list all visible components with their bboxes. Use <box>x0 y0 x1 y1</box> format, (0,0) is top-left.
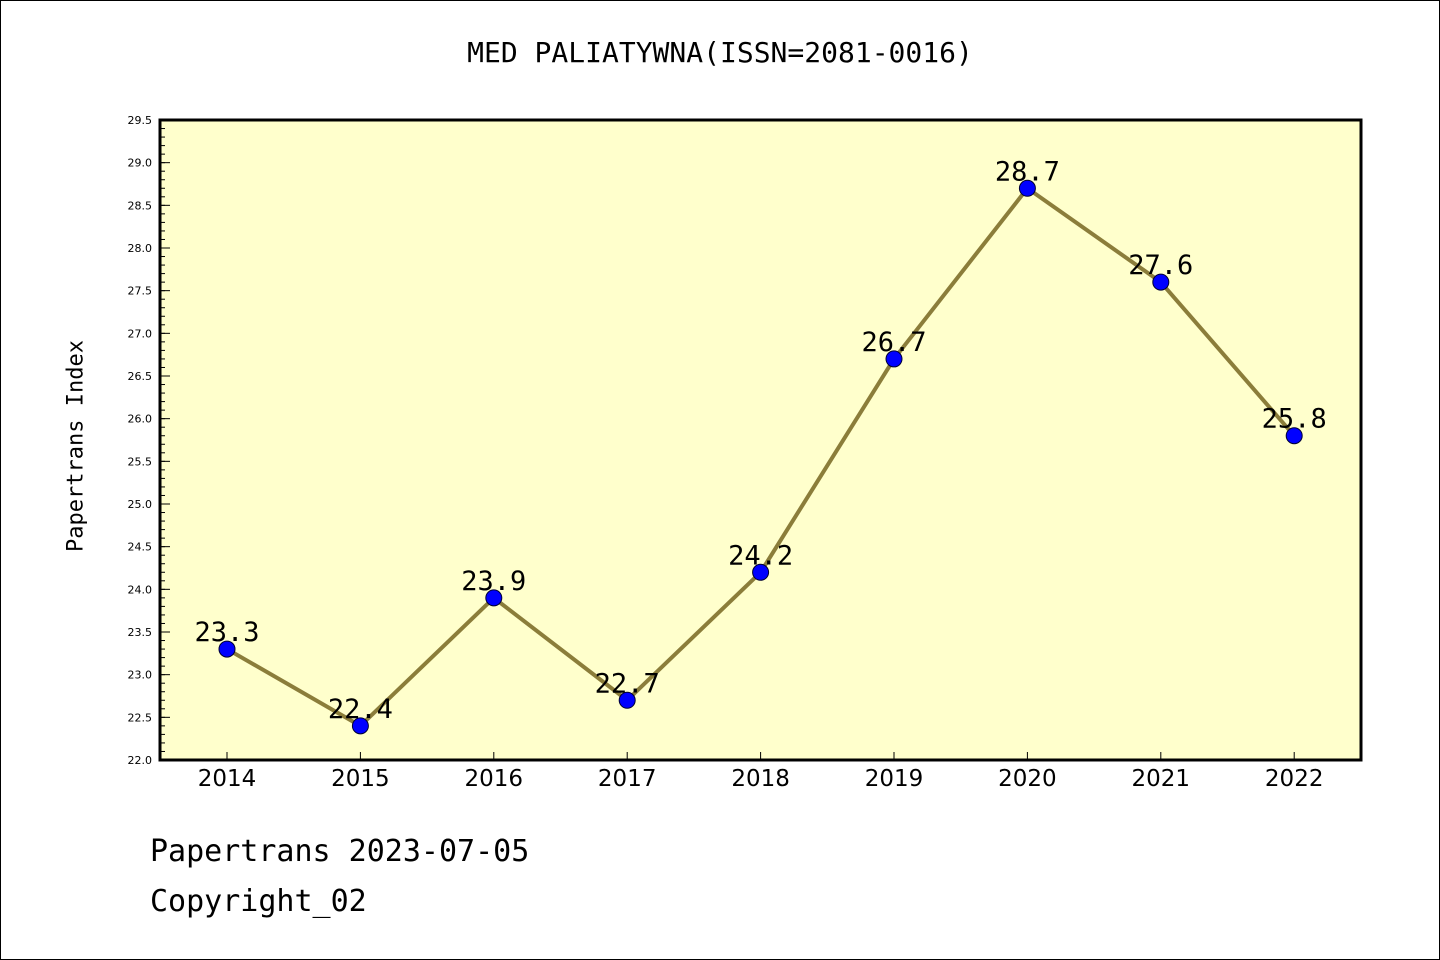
y-tick-label: 27.5 <box>128 285 153 298</box>
y-tick-label: 26.5 <box>128 370 153 383</box>
data-point <box>485 589 503 607</box>
data-point <box>351 717 369 735</box>
data-label: 22.4 <box>328 694 393 725</box>
y-tick-label: 23.5 <box>128 626 153 639</box>
data-label: 23.3 <box>194 617 259 648</box>
data-point <box>1018 179 1036 197</box>
plot-border <box>158 118 1363 762</box>
y-tick-label: 26.0 <box>128 413 153 426</box>
y-tick-label: 29.5 <box>128 114 153 127</box>
data-point <box>1152 273 1170 291</box>
y-tick-label: 25.0 <box>128 498 153 511</box>
y-tick-label: 27.0 <box>128 327 153 340</box>
y-tick-label: 24.0 <box>128 583 153 596</box>
data-label: 22.7 <box>595 668 660 699</box>
x-tick-label: 2018 <box>731 766 790 792</box>
x-tick-label: 2014 <box>198 766 257 792</box>
data-point <box>1285 427 1303 445</box>
data-point <box>885 350 903 368</box>
data-label: 25.8 <box>1262 404 1327 435</box>
y-tick-label: 22.5 <box>128 711 153 724</box>
footer-copyright: Copyright_02 <box>150 884 367 919</box>
y-tick-label: 28.0 <box>128 242 153 255</box>
y-tick-label: 22.0 <box>128 754 153 767</box>
data-label: 27.6 <box>1128 250 1193 281</box>
y-tick-label: 23.0 <box>128 669 153 682</box>
data-label: 24.2 <box>728 540 793 571</box>
x-tick-label: 2016 <box>465 766 524 792</box>
data-label: 23.9 <box>461 566 526 597</box>
plot-area <box>160 120 1361 760</box>
y-tick-label: 24.5 <box>128 541 153 554</box>
data-label: 28.7 <box>995 156 1060 187</box>
x-tick-label: 2020 <box>998 766 1057 792</box>
data-point <box>752 563 770 581</box>
data-point <box>618 691 636 709</box>
x-tick-label: 2022 <box>1265 766 1324 792</box>
chart-title: MED PALIATYWNA(ISSN=2081-0016) <box>467 36 973 69</box>
x-tick-label: 2021 <box>1132 766 1191 792</box>
y-tick-label: 25.5 <box>128 455 153 468</box>
footer-date: Papertrans 2023-07-05 <box>150 834 530 869</box>
data-label: 26.7 <box>861 327 926 358</box>
y-tick-label: 28.5 <box>128 199 153 212</box>
data-point <box>218 640 236 658</box>
y-tick-label: 29.0 <box>128 157 153 170</box>
x-tick-label: 2015 <box>331 766 390 792</box>
x-tick-label: 2017 <box>598 766 657 792</box>
x-tick-label: 2019 <box>865 766 924 792</box>
